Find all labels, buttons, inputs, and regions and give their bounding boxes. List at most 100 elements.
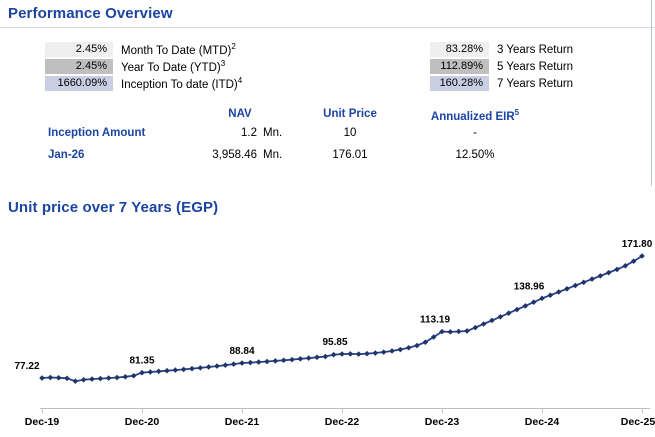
x-axis-tick-label: Dec-21 [225, 416, 260, 428]
stat-row-mtd: 2.45% Month To Date (MTD)2 [45, 42, 242, 57]
chart-marker [372, 350, 379, 356]
chart-marker [514, 306, 520, 313]
stat-row-3y: 83.28% 3 Years Return [430, 42, 573, 57]
chart-marker [214, 363, 220, 369]
return-3y-value: 83.28% [430, 42, 489, 57]
return-7y-value: 160.28% [430, 76, 489, 91]
chart-marker [505, 310, 512, 316]
itd-value: 1660.09% [45, 76, 113, 91]
x-axis-tick-label: Dec-19 [25, 416, 60, 428]
chart-marker [339, 351, 345, 357]
chart-marker [314, 354, 320, 361]
x-axis-tick-label: Dec-25 [621, 416, 655, 428]
chart-marker [397, 346, 404, 353]
chart-marker [430, 334, 437, 340]
chart-marker [580, 279, 587, 286]
return-7y-label: 7 Years Return [497, 77, 574, 90]
chart-marker [114, 374, 120, 381]
chart-marker [64, 375, 70, 382]
ytd-value: 2.45% [45, 59, 113, 74]
chart-marker [422, 339, 429, 345]
chart-marker [197, 365, 204, 371]
chart-marker [289, 356, 295, 363]
col-header-nav: NAV [228, 108, 252, 120]
chart-point-label: 113.19 [420, 315, 450, 326]
chart-marker [180, 366, 187, 373]
chart-marker [455, 328, 462, 335]
eir-footnote: 5 [514, 108, 520, 117]
chart-marker [39, 375, 45, 381]
chart-marker [164, 367, 170, 374]
chart-marker [364, 350, 370, 357]
return-3y-label: 3 Years Return [497, 43, 574, 56]
chart-marker [280, 357, 287, 364]
x-axis-tick-label: Dec-22 [325, 416, 360, 428]
itd-footnote: 4 [237, 76, 243, 86]
chart-point-label: 77.22 [14, 361, 39, 372]
chart-marker [472, 324, 479, 331]
chart-marker [130, 372, 137, 379]
stat-row-7y: 160.28% 7 Years Return [430, 76, 573, 91]
chart-marker [105, 375, 112, 381]
inception-unit-price: 10 [343, 127, 357, 139]
chart-point-label: 138.96 [514, 281, 545, 292]
chart-marker [272, 358, 279, 364]
inception-nav-unit: Mn. [263, 127, 283, 139]
stats-multiyear-returns: 83.28% 3 Years Return 112.89% 5 Years Re… [430, 42, 573, 93]
chart-marker [614, 266, 620, 273]
chart-canvas: Dec-19 Dec-20 Dec-21 Dec-22 Dec-23 Dec-24 Dec-… [14, 239, 655, 428]
chart-marker [464, 328, 470, 334]
chart-marker [414, 342, 420, 349]
chart-marker [264, 358, 270, 365]
chart-marker [355, 351, 362, 357]
unit-price-line-chart: Dec-19 Dec-20 Dec-21 Dec-22 Dec-23 Dec-24 Dec-… [0, 225, 655, 437]
chart-marker [589, 276, 595, 282]
return-5y-label: 5 Years Return [497, 60, 574, 73]
col-header-unit-price: Unit Price [323, 108, 377, 120]
chart-point-label: 95.85 [322, 337, 347, 348]
chart-marker [122, 373, 129, 380]
chart-marker [305, 355, 312, 361]
chart-marker [597, 273, 604, 279]
chart-marker [539, 295, 545, 302]
chart-marker [139, 369, 145, 376]
mtd-footnote: 2 [231, 42, 236, 52]
row-label-inception-amount: Inception Amount [48, 127, 146, 139]
chart-marker [572, 282, 579, 289]
chart-marker [247, 359, 254, 366]
chart-marker [189, 365, 195, 372]
chart-marker [330, 351, 337, 358]
chart-point-label: 88.84 [229, 346, 254, 357]
mtd-label: Month To Date (MTD)2 [121, 42, 236, 57]
chart-marker [322, 353, 329, 360]
chart-marker [489, 317, 495, 324]
chart-marker [405, 344, 412, 351]
page-title: Performance Overview [8, 5, 173, 22]
x-axis-tick-label: Dec-20 [125, 416, 160, 428]
title-divider [0, 27, 655, 28]
current-unit-price: 176.01 [332, 149, 368, 161]
chart-marker [630, 258, 637, 264]
chart-marker [564, 285, 570, 292]
chart-marker [230, 361, 237, 367]
chart-marker [530, 299, 537, 305]
chart-marker [80, 376, 87, 383]
chart-marker [172, 367, 179, 373]
current-nav-unit: Mn. [263, 149, 283, 161]
stat-row-ytd: 2.45% Year To Date (YTD)3 [45, 59, 242, 74]
current-eir: 12.50% [455, 149, 495, 161]
inception-eir: - [473, 127, 477, 139]
chart-marker [547, 292, 554, 299]
ytd-label: Year To Date (YTD)3 [121, 59, 226, 74]
x-axis-tick-label: Dec-24 [525, 416, 560, 428]
stat-row-5y: 112.89% 5 Years Return [430, 59, 573, 74]
chart-marker [389, 348, 395, 354]
right-border-line [651, 0, 652, 186]
chart-marker [639, 253, 645, 259]
chart-point-label: 171.80 [622, 239, 653, 250]
return-5y-value: 112.89% [430, 59, 489, 74]
chart-title: Unit price over 7 Years (EGP) [8, 199, 219, 216]
mtd-value: 2.45% [45, 42, 113, 57]
chart-marker [222, 362, 229, 368]
chart-marker [605, 269, 612, 276]
